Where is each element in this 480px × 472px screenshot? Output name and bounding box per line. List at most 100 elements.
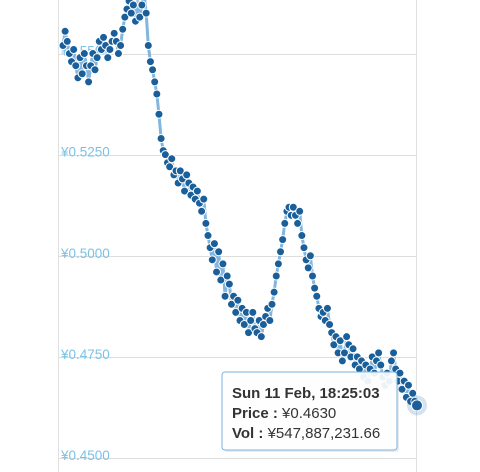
data-point[interactable]: [269, 287, 279, 297]
data-point[interactable]: [226, 299, 236, 309]
data-point[interactable]: [199, 194, 209, 204]
data-point[interactable]: [239, 320, 249, 330]
data-point[interactable]: [209, 239, 219, 249]
price-series-points: [58, 0, 427, 416]
data-point[interactable]: [203, 231, 213, 241]
data-point[interactable]: [305, 251, 315, 261]
data-point[interactable]: [135, 12, 145, 22]
data-point[interactable]: [118, 24, 128, 34]
data-point[interactable]: [145, 57, 155, 67]
data-point[interactable]: [214, 247, 224, 257]
data-point[interactable]: [167, 154, 177, 164]
data-point[interactable]: [348, 344, 358, 354]
data-point[interactable]: [244, 328, 254, 338]
data-point[interactable]: [134, 0, 142, 2]
y-tick-label: ¥0.5250: [60, 145, 110, 160]
data-point[interactable]: [280, 218, 290, 228]
data-point[interactable]: [386, 356, 396, 366]
data-point[interactable]: [99, 32, 109, 42]
data-point[interactable]: [77, 69, 87, 79]
data-point[interactable]: [60, 26, 70, 36]
data-point[interactable]: [233, 295, 243, 305]
data-point[interactable]: [165, 162, 175, 172]
data-point[interactable]: [397, 384, 407, 394]
data-point[interactable]: [71, 61, 81, 71]
data-point[interactable]: [113, 49, 123, 59]
highlighted-data-point[interactable]: [411, 399, 423, 412]
data-point[interactable]: [90, 65, 100, 75]
data-point[interactable]: [276, 247, 286, 257]
data-point[interactable]: [84, 77, 94, 87]
data-point[interactable]: [322, 303, 332, 313]
data-point[interactable]: [141, 8, 151, 18]
data-point[interactable]: [182, 170, 192, 180]
data-point[interactable]: [273, 259, 283, 269]
data-point[interactable]: [293, 218, 303, 228]
data-point[interactable]: [224, 279, 234, 289]
data-point[interactable]: [310, 283, 320, 293]
y-tick-label: ¥0.4500: [60, 448, 110, 463]
data-point[interactable]: [297, 231, 307, 241]
data-point[interactable]: [126, 8, 136, 18]
data-point[interactable]: [403, 380, 413, 390]
data-point[interactable]: [329, 340, 339, 350]
data-point[interactable]: [342, 332, 352, 342]
data-point[interactable]: [143, 40, 153, 50]
tooltip-box: [221, 371, 398, 451]
data-point[interactable]: [180, 186, 190, 196]
data-point[interactable]: [220, 291, 230, 301]
data-point[interactable]: [120, 12, 130, 22]
data-point[interactable]: [303, 263, 313, 273]
data-point[interactable]: [160, 150, 170, 160]
data-point[interactable]: [231, 307, 241, 317]
data-point[interactable]: [335, 336, 345, 346]
data-point[interactable]: [192, 186, 202, 196]
data-point[interactable]: [295, 206, 305, 216]
data-point[interactable]: [222, 271, 232, 281]
data-point[interactable]: [389, 348, 399, 358]
data-point[interactable]: [339, 348, 349, 358]
data-point[interactable]: [79, 49, 89, 59]
data-point[interactable]: [109, 28, 119, 38]
data-point[interactable]: [201, 218, 211, 228]
data-point[interactable]: [337, 356, 347, 366]
data-point[interactable]: [256, 332, 266, 342]
data-point[interactable]: [207, 255, 217, 265]
data-point[interactable]: [137, 0, 147, 10]
data-point[interactable]: [62, 36, 72, 46]
data-point[interactable]: [325, 320, 335, 330]
data-point[interactable]: [265, 315, 275, 325]
data-point[interactable]: [288, 202, 298, 212]
data-point[interactable]: [267, 299, 277, 309]
tooltip-price-row: Price : ¥0.4630: [232, 405, 336, 422]
data-point[interactable]: [175, 166, 185, 176]
data-point[interactable]: [128, 0, 138, 10]
data-point[interactable]: [69, 45, 79, 55]
data-point[interactable]: [374, 348, 384, 358]
data-point[interactable]: [216, 275, 226, 285]
data-point[interactable]: [92, 53, 102, 63]
data-point[interactable]: [246, 315, 256, 325]
data-point[interactable]: [278, 235, 288, 245]
data-point[interactable]: [258, 320, 268, 330]
data-point[interactable]: [271, 271, 281, 281]
data-point[interactable]: [376, 360, 386, 370]
data-point[interactable]: [148, 65, 158, 75]
data-point[interactable]: [156, 133, 166, 143]
data-point[interactable]: [218, 259, 228, 269]
data-point[interactable]: [150, 77, 160, 87]
data-point[interactable]: [197, 206, 207, 216]
data-point[interactable]: [408, 388, 418, 398]
tooltip-vol-row: Vol : ¥547,887,231.66: [232, 425, 380, 442]
tooltip-vol-label: Vol :: [232, 425, 268, 442]
data-point[interactable]: [152, 89, 162, 99]
data-point[interactable]: [154, 109, 164, 119]
data-point[interactable]: [299, 243, 309, 253]
data-point[interactable]: [116, 40, 126, 50]
data-point[interactable]: [312, 291, 322, 301]
data-point[interactable]: [308, 271, 318, 281]
data-point[interactable]: [105, 45, 115, 55]
data-point[interactable]: [212, 267, 222, 277]
data-point[interactable]: [248, 307, 258, 317]
data-point[interactable]: [103, 53, 113, 63]
